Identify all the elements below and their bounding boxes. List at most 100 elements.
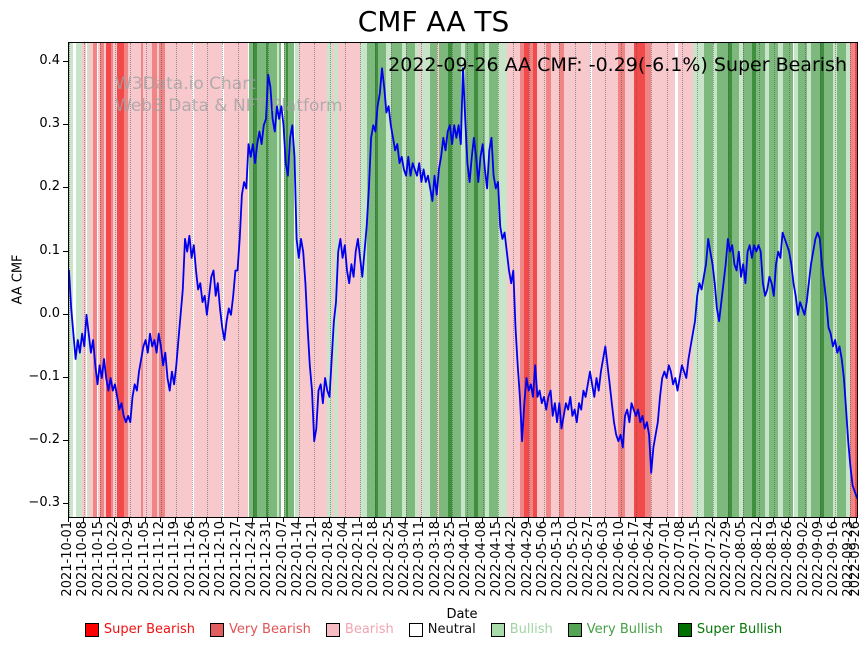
y-tick-label: −0.1	[28, 368, 60, 384]
band-super-bullish	[751, 43, 757, 517]
band-bearish	[563, 43, 590, 517]
cmf-line	[69, 67, 857, 499]
gridline	[498, 43, 499, 517]
x-tick-label: 2021-10-08	[75, 521, 91, 597]
x-tick-label: 2022-03-18	[427, 521, 443, 597]
band-bearish	[298, 43, 328, 517]
gridline	[819, 43, 821, 517]
x-tick-label: 2022-08-26	[780, 521, 796, 597]
gridlines-layer	[69, 43, 857, 517]
x-tick-mark	[543, 517, 544, 522]
band-bullish	[75, 43, 83, 517]
y-tick-mark	[63, 503, 68, 505]
gridline	[314, 43, 316, 517]
x-tick-mark	[481, 517, 483, 522]
band-very-bullish	[377, 43, 387, 517]
x-tick-label: 2022-03-04	[397, 521, 413, 597]
legend-item-super-bullish: Super Bullish	[677, 622, 783, 638]
y-tick-mark	[63, 187, 68, 189]
band-bullish	[327, 43, 332, 517]
x-tick-label: 2022-09-02	[795, 521, 811, 597]
band-super-bullish	[473, 43, 479, 517]
gridline	[452, 43, 454, 517]
x-tick-label: 2022-03-11	[412, 521, 428, 597]
x-tick-mark	[251, 517, 253, 522]
watermark-line2: Web3 Data & NFT Platform	[115, 96, 343, 116]
y-tick-mark	[63, 313, 68, 315]
band-bullish	[86, 43, 89, 517]
x-tick-label: 2021-11-05	[136, 521, 152, 597]
gridline	[390, 43, 392, 517]
x-tick-label: 2021-12-17	[228, 521, 244, 597]
band-very-bearish	[559, 43, 564, 517]
legend-label: Neutral	[427, 622, 476, 637]
band-very-bullish	[769, 43, 779, 517]
legend-swatch	[567, 623, 582, 637]
x-tick-mark	[512, 517, 514, 522]
band-neutral	[73, 43, 76, 517]
gridline	[145, 43, 147, 517]
band-neutral	[281, 43, 284, 517]
band-bearish	[436, 43, 439, 517]
x-tick-label: 2022-05-20	[565, 521, 581, 597]
y-tick-mark	[63, 124, 68, 126]
x-tick-mark	[190, 517, 192, 522]
sentiment-bands-layer	[69, 43, 857, 517]
legend-item-very-bearish: Very Bearish	[210, 622, 311, 638]
legend-swatch	[677, 623, 692, 637]
x-tick-mark	[374, 517, 376, 522]
band-very-bullish	[406, 43, 415, 517]
band-very-bullish	[703, 43, 713, 517]
band-very-bullish	[811, 43, 820, 517]
gridline	[620, 43, 622, 517]
x-tick-mark	[466, 517, 468, 522]
x-tick-label: 2022-08-12	[749, 521, 765, 597]
x-tick-mark	[650, 517, 652, 522]
band-very-bullish	[279, 43, 282, 517]
legend-label: Bullish	[509, 622, 553, 637]
band-very-bearish	[644, 43, 652, 517]
x-tick-mark	[803, 517, 805, 522]
legend-label: Super Bullish	[696, 622, 783, 637]
gridline	[590, 43, 591, 517]
x-tick-mark	[68, 517, 69, 522]
watermark-line1: W3Data.io Chart	[115, 74, 256, 94]
band-bearish	[97, 43, 100, 517]
x-tick-label: 2021-10-22	[106, 521, 121, 597]
x-tick-mark	[129, 517, 131, 522]
x-tick-mark	[696, 517, 698, 522]
band-bullish	[401, 43, 407, 517]
x-tick-mark	[83, 517, 85, 522]
legend-label: Bearish	[344, 622, 394, 637]
x-tick-label: 2021-12-03	[197, 521, 213, 597]
band-very-bullish	[824, 43, 833, 517]
y-tick-mark	[63, 440, 68, 442]
gridline	[727, 43, 729, 517]
band-bearish	[550, 43, 560, 517]
x-tick-label: 2022-03-25	[443, 521, 459, 597]
band-bearish	[143, 43, 153, 517]
gridline	[298, 43, 300, 517]
x-tick-label: 2022-06-17	[626, 521, 642, 597]
gridline	[329, 43, 331, 517]
x-tick-mark	[205, 517, 207, 522]
x-tick-label: 2022-09-16	[826, 521, 842, 597]
y-tick-label: 0.0	[39, 305, 60, 321]
x-tick-label: 2022-07-08	[672, 521, 688, 597]
band-bullish	[778, 43, 783, 517]
gridline	[237, 43, 239, 517]
legend-swatch	[325, 623, 340, 637]
band-bearish	[592, 43, 619, 517]
x-tick-label: 2022-01-28	[320, 521, 336, 597]
x-tick-mark	[573, 517, 575, 522]
x-tick-mark	[451, 517, 453, 522]
band-bearish	[331, 43, 334, 517]
legend-label: Very Bearish	[229, 622, 311, 637]
gridline	[283, 43, 285, 517]
band-bullish	[294, 43, 299, 517]
band-bearish	[165, 43, 192, 517]
y-tick-mark	[63, 250, 68, 252]
x-tick-mark	[144, 517, 146, 522]
x-tick-label: 2022-08-05	[734, 521, 750, 597]
y-tick-mark	[63, 60, 68, 62]
